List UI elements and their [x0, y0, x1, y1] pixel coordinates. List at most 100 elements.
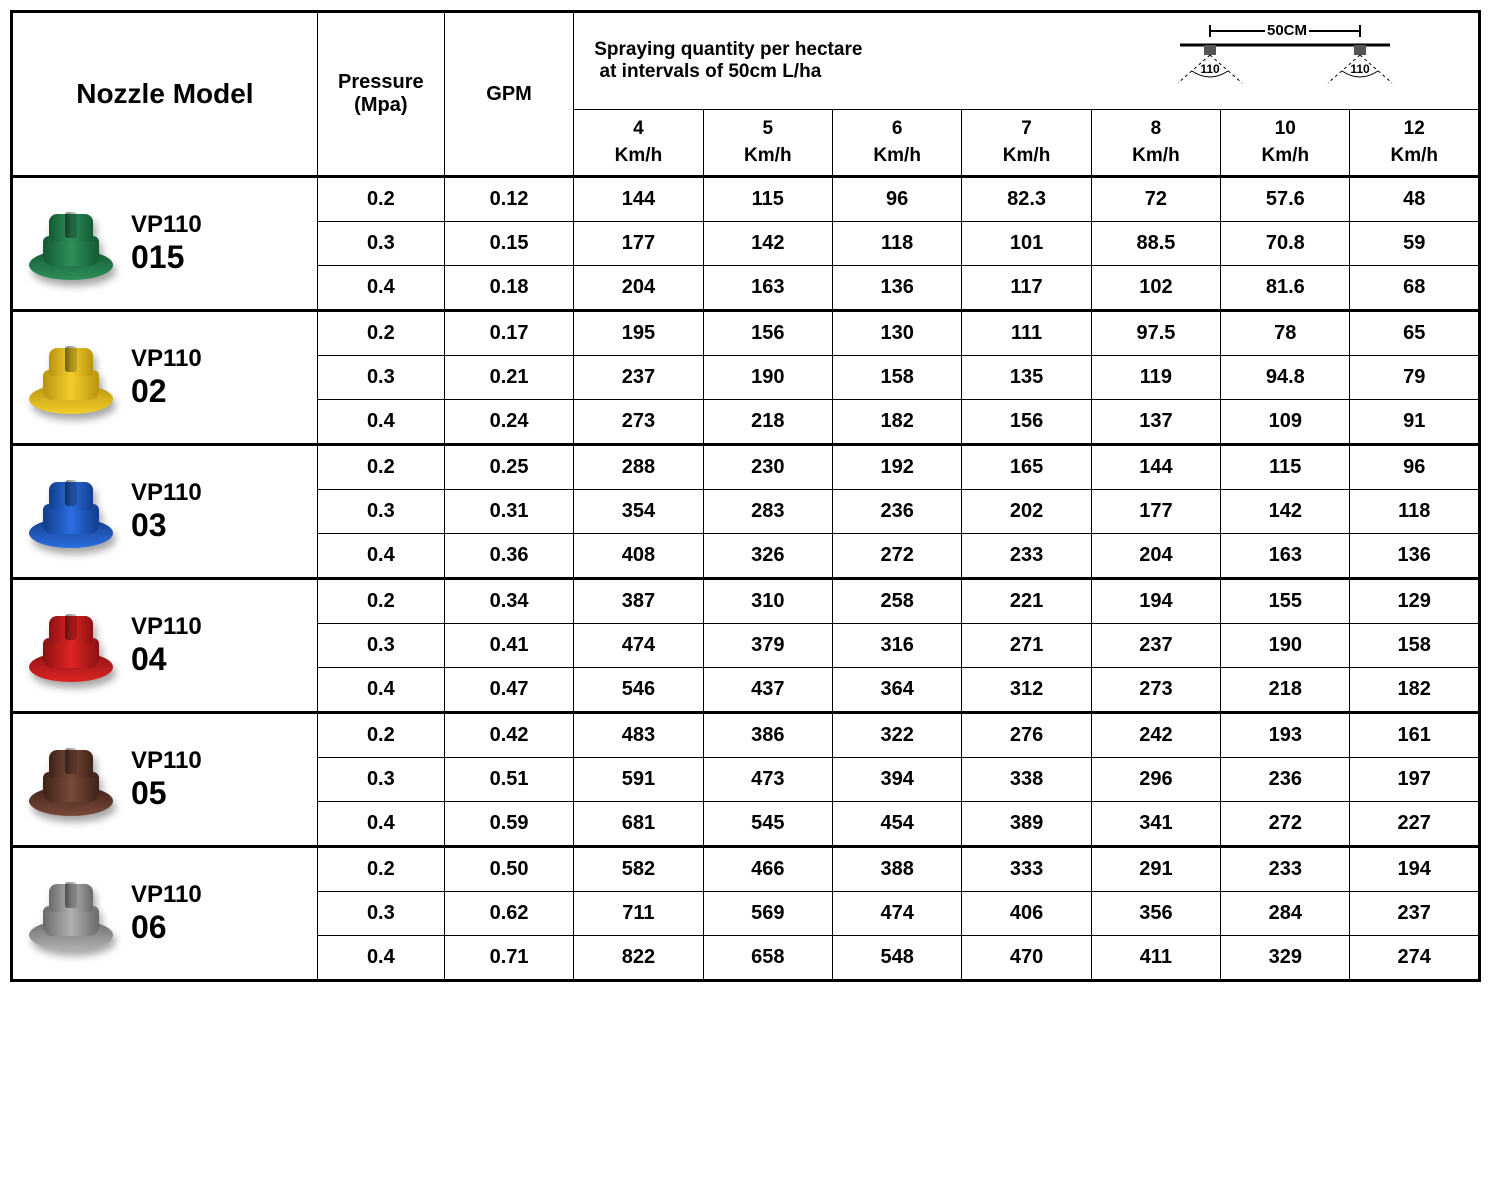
spray-value: 312 — [962, 668, 1091, 713]
spray-value: 545 — [703, 802, 832, 847]
spray-value: 193 — [1221, 713, 1350, 758]
spray-value: 204 — [574, 266, 703, 311]
spray-value: 111 — [962, 311, 1091, 356]
spray-value: 97.5 — [1091, 311, 1220, 356]
spray-value: 96 — [832, 177, 961, 222]
spray-title-line2: at intervals of 50cm L/ha — [594, 61, 821, 82]
spray-value: 135 — [962, 356, 1091, 400]
spray-value: 118 — [832, 222, 961, 266]
spray-value: 681 — [574, 802, 703, 847]
pressure-value: 0.4 — [317, 936, 444, 981]
spray-value: 88.5 — [1091, 222, 1220, 266]
spray-value: 316 — [832, 624, 961, 668]
spray-value: 658 — [703, 936, 832, 981]
spray-value: 474 — [574, 624, 703, 668]
spray-value: 136 — [832, 266, 961, 311]
model-name-line1: VP110 — [131, 747, 202, 775]
data-row: VP110060.20.50582466388333291233194 — [12, 847, 1480, 892]
gpm-value: 0.24 — [444, 400, 573, 445]
spray-value: 136 — [1350, 534, 1480, 579]
model-cell-04: VP11004 — [12, 579, 318, 713]
gpm-value: 0.47 — [444, 668, 573, 713]
gpm-value: 0.36 — [444, 534, 573, 579]
pressure-value: 0.4 — [317, 534, 444, 579]
model-name-line2: 03 — [131, 507, 202, 544]
model-name-line1: VP110 — [131, 211, 202, 239]
spray-value: 230 — [703, 445, 832, 490]
nozzle-icon — [21, 194, 121, 294]
spray-value: 142 — [703, 222, 832, 266]
spray-value: 474 — [832, 892, 961, 936]
spray-value: 822 — [574, 936, 703, 981]
spray-value: 68 — [1350, 266, 1480, 311]
spray-value: 78 — [1221, 311, 1350, 356]
spray-value: 165 — [962, 445, 1091, 490]
spray-value: 102 — [1091, 266, 1220, 311]
spray-value: 283 — [703, 490, 832, 534]
header-nozzle-model: Nozzle Model — [12, 12, 318, 177]
spray-value: 115 — [1221, 445, 1350, 490]
spray-value: 386 — [703, 713, 832, 758]
spray-value: 218 — [703, 400, 832, 445]
spray-value: 137 — [1091, 400, 1220, 445]
model-name-line2: 015 — [131, 239, 202, 276]
spray-value: 236 — [832, 490, 961, 534]
pressure-value: 0.2 — [317, 579, 444, 624]
pressure-value: 0.3 — [317, 624, 444, 668]
spray-value: 94.8 — [1221, 356, 1350, 400]
pressure-value: 0.3 — [317, 356, 444, 400]
spray-value: 291 — [1091, 847, 1220, 892]
spray-value: 70.8 — [1221, 222, 1350, 266]
gpm-value: 0.15 — [444, 222, 573, 266]
spray-value: 354 — [574, 490, 703, 534]
pressure-value: 0.4 — [317, 400, 444, 445]
spray-value: 155 — [1221, 579, 1350, 624]
gpm-value: 0.31 — [444, 490, 573, 534]
header-speed-7: 7Km/h — [962, 110, 1091, 177]
spray-value: 109 — [1221, 400, 1350, 445]
spray-value: 130 — [832, 311, 961, 356]
nozzle-icon — [21, 730, 121, 830]
spray-value: 142 — [1221, 490, 1350, 534]
spray-value: 118 — [1350, 490, 1480, 534]
spray-value: 437 — [703, 668, 832, 713]
header-spray-title: Spraying quantity per hectare at interva… — [574, 12, 1092, 110]
model-name-line1: VP110 — [131, 479, 202, 507]
spray-value: 115 — [703, 177, 832, 222]
spray-value: 48 — [1350, 177, 1480, 222]
data-row: VP110030.20.2528823019216514411596 — [12, 445, 1480, 490]
header-speed-8: 8Km/h — [1091, 110, 1220, 177]
spray-value: 288 — [574, 445, 703, 490]
nozzle-icon — [21, 864, 121, 964]
model-cell-015: VP110015 — [12, 177, 318, 311]
spray-value: 483 — [574, 713, 703, 758]
spray-value: 310 — [703, 579, 832, 624]
spray-value: 237 — [574, 356, 703, 400]
pressure-value: 0.3 — [317, 892, 444, 936]
spray-value: 546 — [574, 668, 703, 713]
spray-value: 569 — [703, 892, 832, 936]
spray-value: 195 — [574, 311, 703, 356]
spray-value: 379 — [703, 624, 832, 668]
gpm-value: 0.50 — [444, 847, 573, 892]
spray-value: 182 — [832, 400, 961, 445]
spray-value: 236 — [1221, 758, 1350, 802]
header-diagram: 50CM 110 110 — [1091, 12, 1479, 110]
spray-value: 470 — [962, 936, 1091, 981]
model-name-line2: 02 — [131, 373, 202, 410]
spray-value: 221 — [962, 579, 1091, 624]
model-cell-06: VP11006 — [12, 847, 318, 981]
pressure-value: 0.2 — [317, 847, 444, 892]
spray-value: 258 — [832, 579, 961, 624]
spray-value: 242 — [1091, 713, 1220, 758]
spray-value: 227 — [1350, 802, 1480, 847]
spray-value: 711 — [574, 892, 703, 936]
pressure-value: 0.4 — [317, 668, 444, 713]
spray-value: 388 — [832, 847, 961, 892]
spray-value: 272 — [1221, 802, 1350, 847]
spray-value: 177 — [1091, 490, 1220, 534]
spray-value: 473 — [703, 758, 832, 802]
gpm-value: 0.12 — [444, 177, 573, 222]
pressure-value: 0.2 — [317, 445, 444, 490]
spray-value: 72 — [1091, 177, 1220, 222]
